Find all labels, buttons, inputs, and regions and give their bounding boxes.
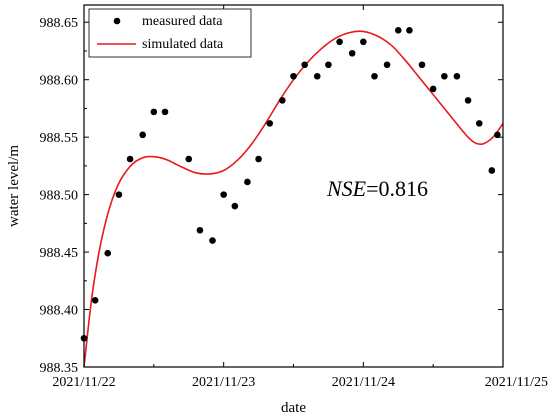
legend-box bbox=[88, 8, 252, 58]
measured-data-point bbox=[255, 155, 262, 163]
measured-data-series bbox=[80, 26, 501, 342]
measured-data-point bbox=[279, 97, 286, 104]
measured-data-point bbox=[161, 108, 169, 116]
measured-data-point bbox=[348, 49, 356, 57]
y-tick-label: 988.50 bbox=[40, 189, 79, 204]
y-tick-label: 988.35 bbox=[40, 361, 79, 376]
measured-data-point bbox=[383, 61, 391, 69]
legend: measured data simulated data bbox=[88, 8, 252, 58]
measured-data-point bbox=[301, 61, 308, 69]
legend-marker-measured bbox=[113, 17, 121, 25]
measured-data-point bbox=[441, 72, 448, 80]
measured-data-point bbox=[429, 85, 437, 93]
axes: 988.35 988.40 988.45 988.50 988.55 988.60 988.… bbox=[40, 4, 548, 390]
measured-data-point bbox=[209, 237, 216, 244]
measured-data-point bbox=[244, 178, 251, 186]
plot-frame bbox=[83, 4, 504, 368]
measured-data-point bbox=[475, 120, 483, 127]
simulated-data-line bbox=[83, 30, 504, 368]
x-tick-label: 2021/11/23 bbox=[192, 375, 255, 390]
measured-data-point bbox=[139, 131, 146, 139]
measured-data-point bbox=[290, 72, 297, 80]
nse-label: NSE bbox=[326, 176, 367, 201]
y-tick-label: 988.60 bbox=[40, 74, 79, 89]
nse-annotation: NSE=0.816 bbox=[326, 176, 428, 201]
measured-data-point bbox=[185, 155, 193, 163]
y-tick-label: 988.65 bbox=[40, 16, 79, 31]
measured-data-point bbox=[104, 249, 112, 257]
measured-data-point bbox=[488, 167, 496, 174]
measured-data-point bbox=[394, 26, 402, 34]
x-tick-label: 2021/11/25 bbox=[485, 375, 548, 390]
measured-data-point bbox=[266, 120, 274, 127]
simulated-data-series bbox=[83, 30, 504, 368]
measured-data-point bbox=[494, 131, 501, 139]
measured-data-point bbox=[126, 155, 134, 163]
measured-data-point bbox=[150, 108, 158, 116]
measured-data-point bbox=[371, 72, 378, 80]
measured-data-point bbox=[220, 191, 227, 198]
y-axis-title: water level/m bbox=[6, 145, 22, 227]
measured-data-point bbox=[91, 297, 99, 304]
x-tick-label: 2021/11/22 bbox=[52, 375, 115, 390]
x-axis-title: date bbox=[281, 400, 306, 416]
measured-data-point bbox=[115, 191, 123, 198]
measured-data-point bbox=[325, 61, 332, 69]
measured-data-point bbox=[406, 26, 413, 34]
nse-value: =0.816 bbox=[366, 176, 428, 201]
y-tick-label: 988.45 bbox=[40, 246, 79, 261]
measured-data-point bbox=[464, 97, 472, 104]
x-tick-label: 2021/11/24 bbox=[332, 375, 395, 390]
measured-data-point bbox=[231, 202, 239, 210]
legend-label-simulated: simulated data bbox=[142, 37, 224, 52]
measured-data-point bbox=[313, 72, 321, 80]
y-tick-label: 988.55 bbox=[40, 131, 79, 146]
measured-data-point bbox=[360, 38, 367, 46]
measured-data-point bbox=[196, 226, 204, 234]
measured-data-point bbox=[418, 61, 426, 69]
y-tick-label: 988.40 bbox=[40, 304, 79, 319]
legend-label-measured: measured data bbox=[142, 14, 223, 29]
measured-data-point bbox=[336, 38, 343, 46]
measured-data-point bbox=[453, 72, 461, 80]
